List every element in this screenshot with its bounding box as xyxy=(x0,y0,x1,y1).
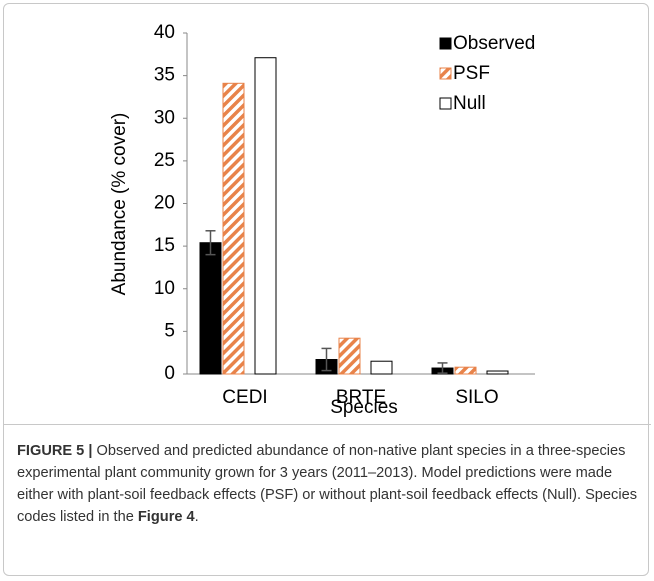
bar xyxy=(338,337,361,375)
caption: FIGURE 5 | Observed and predicted abunda… xyxy=(17,440,642,528)
figure-frame xyxy=(3,3,649,576)
legend-label: PSF xyxy=(453,63,490,84)
bar xyxy=(254,57,277,375)
y-tick-label: 5 xyxy=(164,320,175,341)
y-tick-label: 20 xyxy=(154,193,175,214)
x-tick-label: SILO xyxy=(455,387,498,408)
y-tick-label: 10 xyxy=(154,278,175,299)
y-tick-label: 0 xyxy=(164,363,175,384)
error-bar xyxy=(437,362,448,374)
legend-label: Null xyxy=(453,93,486,114)
y-tick-label: 15 xyxy=(154,235,175,256)
y-tick-label: 35 xyxy=(154,65,175,86)
caption-label: FIGURE 5 | xyxy=(17,443,93,459)
legend-label: Observed xyxy=(453,33,535,54)
bar xyxy=(454,366,477,375)
legend-swatch xyxy=(439,37,452,50)
bar xyxy=(486,370,509,375)
y-tick-label: 25 xyxy=(154,150,175,171)
x-tick-label: CEDI xyxy=(222,387,267,408)
y-tick-label: 30 xyxy=(154,107,175,128)
caption-ref: Figure 4 xyxy=(137,509,195,525)
chart: Abundance (% cover) Species 0 5 10 15 20 25 30… xyxy=(109,22,535,418)
legend-swatch xyxy=(439,67,452,80)
caption-end: . xyxy=(194,509,199,525)
error-bar xyxy=(321,347,332,372)
bar xyxy=(370,360,393,375)
error-bar xyxy=(205,230,216,256)
caption-text: Observed and predicted abundance of non-… xyxy=(17,443,637,525)
separator xyxy=(3,424,651,425)
x-axis-label: Species xyxy=(330,397,398,418)
y-axis-label: Abundance (% cover) xyxy=(109,113,130,296)
bar xyxy=(222,82,245,375)
bar xyxy=(199,242,222,375)
legend-swatch xyxy=(439,97,452,110)
x-tick-label: BRTE xyxy=(336,387,386,408)
y-tick-label: 40 xyxy=(154,22,175,43)
